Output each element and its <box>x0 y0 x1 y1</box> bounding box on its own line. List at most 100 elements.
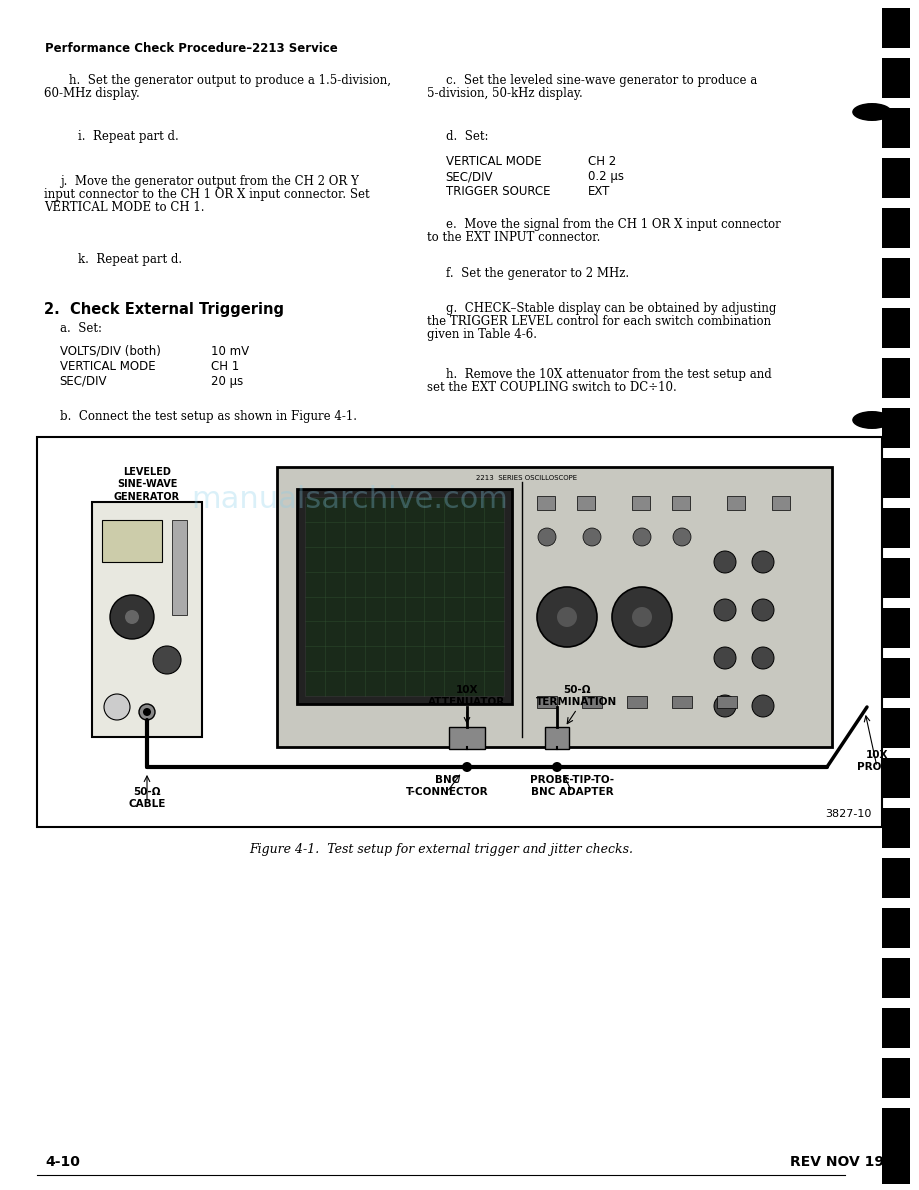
Text: d.  Set:: d. Set: <box>446 130 488 143</box>
Bar <box>545 727 569 749</box>
Bar <box>882 1148 910 1184</box>
Bar <box>882 58 910 98</box>
Text: h.  Set the generator output to produce a 1.5-division,: h. Set the generator output to produce a… <box>69 74 391 87</box>
Bar <box>37 437 882 827</box>
Ellipse shape <box>752 599 774 621</box>
Ellipse shape <box>612 587 672 647</box>
Bar <box>537 696 557 708</box>
Text: 10X
PROBE: 10X PROBE <box>857 751 897 772</box>
Bar <box>727 496 745 511</box>
Text: BNC
T-CONNECTOR: BNC T-CONNECTOR <box>405 776 488 797</box>
Ellipse shape <box>143 708 151 716</box>
Text: Performance Check Procedure–2213 Service: Performance Check Procedure–2213 Service <box>45 42 338 55</box>
Bar <box>882 958 910 998</box>
Bar <box>772 496 790 511</box>
Bar <box>172 520 187 615</box>
Bar <box>882 1108 910 1148</box>
Text: PROBE-TIP-TO-
BNC ADAPTER: PROBE-TIP-TO- BNC ADAPTER <box>530 776 614 797</box>
Text: CH 2: CH 2 <box>588 155 617 168</box>
Bar <box>305 497 504 696</box>
Bar <box>882 108 910 148</box>
Bar <box>882 8 910 48</box>
Bar <box>672 496 690 511</box>
Ellipse shape <box>538 528 556 546</box>
Bar <box>882 158 910 198</box>
Text: VERTICAL MODE to CH 1.: VERTICAL MODE to CH 1. <box>44 201 205 214</box>
Text: 10X
ATTENUATOR: 10X ATTENUATOR <box>428 685 505 707</box>
Ellipse shape <box>852 411 891 430</box>
Bar <box>882 308 910 347</box>
Text: the TRIGGER LEVEL control for each switch combination: the TRIGGER LEVEL control for each switc… <box>427 315 771 328</box>
Ellipse shape <box>633 528 651 546</box>
Bar <box>632 496 650 511</box>
Text: 2213  SERIES OSCILLOSCOPE: 2213 SERIES OSCILLOSCOPE <box>476 475 577 481</box>
Text: b.  Connect the test setup as shown in Figure 4-1.: b. Connect the test setup as shown in Fi… <box>60 411 357 422</box>
Text: input connector to the CH 1 OR X input connector. Set: input connector to the CH 1 OR X input c… <box>44 188 369 201</box>
Text: 5-division, 50-kHz display.: 5-division, 50-kHz display. <box>427 87 583 100</box>
Bar <box>577 496 595 511</box>
Text: h.  Remove the 10X attenuator from the test setup and: h. Remove the 10X attenuator from the te… <box>446 368 771 381</box>
Ellipse shape <box>104 694 130 720</box>
Bar <box>882 658 910 699</box>
Ellipse shape <box>752 647 774 669</box>
Text: LEVELED
SINE-WAVE
GENERATOR: LEVELED SINE-WAVE GENERATOR <box>114 466 180 502</box>
Bar <box>537 496 555 511</box>
Text: VOLTS/DIV (both): VOLTS/DIV (both) <box>60 345 161 358</box>
Bar <box>882 1008 910 1048</box>
Text: SEC/DIV: SEC/DIV <box>446 170 494 183</box>
Ellipse shape <box>583 528 601 546</box>
Ellipse shape <box>462 762 472 772</box>
Ellipse shape <box>752 695 774 718</box>
Bar <box>627 696 647 708</box>
Text: manualsarchive.com: manualsarchive.com <box>191 486 507 514</box>
Bar <box>882 908 910 948</box>
Ellipse shape <box>632 607 652 627</box>
Bar <box>882 858 910 898</box>
Text: VERTICAL MODE: VERTICAL MODE <box>60 361 155 372</box>
Bar <box>92 502 202 737</box>
Ellipse shape <box>714 647 736 669</box>
Ellipse shape <box>125 610 139 624</box>
Bar <box>882 1058 910 1098</box>
Bar <box>882 508 910 549</box>
Text: CH 1: CH 1 <box>211 361 240 372</box>
Ellipse shape <box>714 599 736 621</box>
Text: 0.2 μs: 0.2 μs <box>588 170 624 183</box>
Text: 20 μs: 20 μs <box>211 375 244 388</box>
Text: REV NOV 1981: REV NOV 1981 <box>790 1155 904 1169</box>
Bar <box>882 458 910 497</box>
Text: 50-Ω
CABLE: 50-Ω CABLE <box>129 787 165 808</box>
Ellipse shape <box>714 551 736 574</box>
Text: to the EXT INPUT connector.: to the EXT INPUT connector. <box>427 231 601 244</box>
Text: g.  CHECK–Stable display can be obtained by adjusting: g. CHECK–Stable display can be obtained … <box>446 302 776 315</box>
Text: 3827-10: 3827-10 <box>825 809 872 819</box>
Text: Figure 4-1.  Test setup for external trigger and jitter checks.: Figure 4-1. Test setup for external trig… <box>249 843 633 856</box>
Bar <box>717 696 737 708</box>
Text: set the EXT COUPLING switch to DC÷10.: set the EXT COUPLING switch to DC÷10. <box>427 381 677 394</box>
Bar <box>672 696 692 708</box>
Ellipse shape <box>714 695 736 718</box>
Bar <box>882 708 910 749</box>
Bar <box>882 358 910 397</box>
Text: 4-10: 4-10 <box>45 1155 80 1169</box>
Bar <box>527 482 812 732</box>
Ellipse shape <box>557 607 577 627</box>
Bar <box>882 208 910 248</box>
Text: TRIGGER SOURCE: TRIGGER SOURCE <box>446 184 550 198</box>
Text: j.  Move the generator output from the CH 2 OR Y: j. Move the generator output from the CH… <box>60 175 358 188</box>
Text: i.  Repeat part d.: i. Repeat part d. <box>78 130 179 143</box>
Bar <box>882 408 910 447</box>
Ellipse shape <box>852 104 891 121</box>
Text: 10 mV: 10 mV <box>211 345 249 358</box>
Bar <box>449 727 485 749</box>
Text: given in Table 4-6.: given in Table 4-6. <box>427 328 538 342</box>
Text: SEC/DIV: SEC/DIV <box>60 375 108 388</box>
Bar <box>882 558 910 599</box>
Text: VERTICAL MODE: VERTICAL MODE <box>446 155 541 168</box>
Text: EXT: EXT <box>588 184 610 198</box>
Bar <box>882 258 910 298</box>
Text: 2.  Check External Triggering: 2. Check External Triggering <box>44 302 284 317</box>
Bar <box>582 696 602 708</box>
Bar <box>882 608 910 649</box>
Ellipse shape <box>852 721 891 739</box>
